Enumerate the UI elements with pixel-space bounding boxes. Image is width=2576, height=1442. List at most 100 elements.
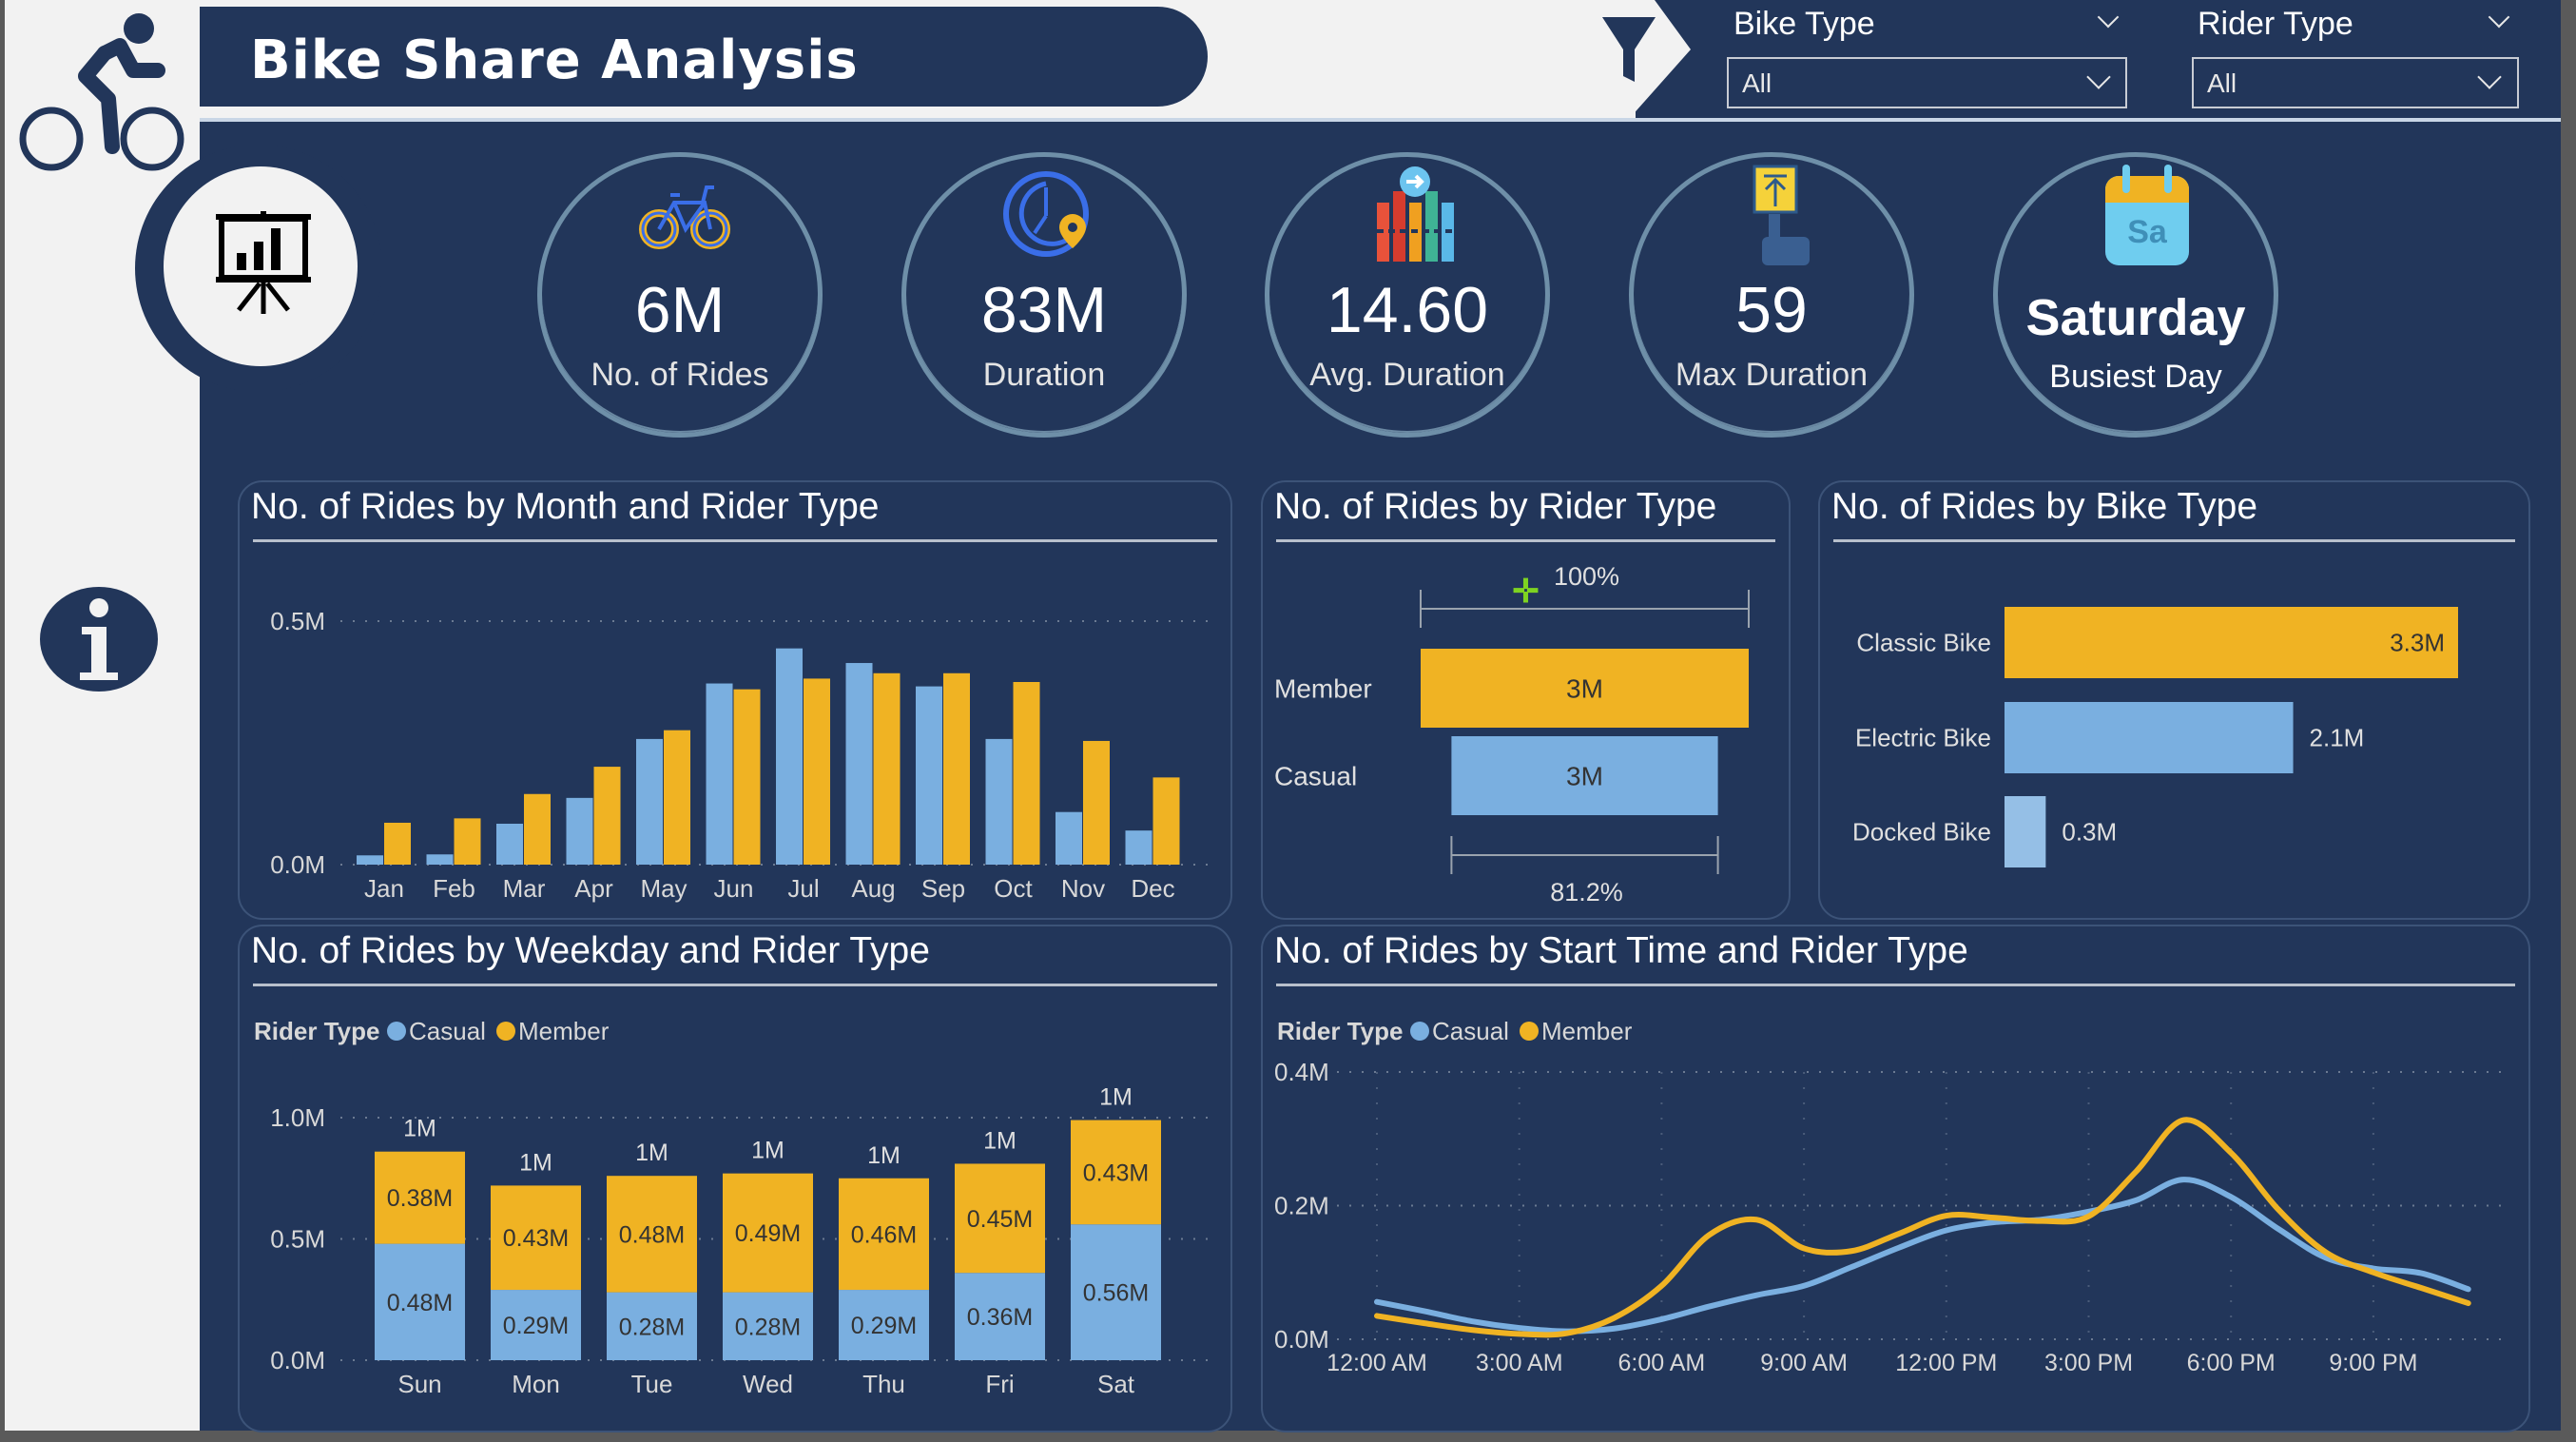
x-tick-label: Mon	[512, 1370, 560, 1398]
bar-chart-average-icon	[1377, 166, 1454, 262]
bar-member-mon	[491, 1185, 581, 1291]
funnel-bar-member	[1421, 649, 1749, 728]
bar-member-feb	[454, 818, 481, 865]
bar-casual-dec	[1125, 830, 1152, 865]
bar-casual-oct	[985, 738, 1013, 865]
rides-by-bike-type-panel: No. of Rides by Bike Type Classic Bike 3.…	[1818, 480, 2530, 920]
kpi-label: Max Duration	[1675, 357, 1869, 393]
data-label: 0.48M	[619, 1221, 685, 1248]
bar-member-sep	[943, 672, 970, 865]
rides-by-rider-type-panel: No. of Rides by Rider Type 3M Member 3M Cas…	[1261, 480, 1791, 920]
panel-title: No. of Rides by Month and Rider Type	[251, 486, 880, 527]
cyclist-logo-icon	[17, 8, 190, 177]
funnel-data-label: 3M	[1566, 762, 1603, 791]
page-title: Bike Share Analysis	[250, 29, 859, 91]
info-button[interactable]	[40, 587, 158, 692]
title-divider	[253, 984, 1217, 986]
data-label: 0.28M	[735, 1314, 801, 1340]
rider-type-dropdown[interactable]: All	[2192, 57, 2519, 108]
bar-casual-mon	[491, 1290, 581, 1360]
data-label: 0.36M	[967, 1304, 1033, 1331]
data-label: 0.38M	[387, 1185, 453, 1212]
chevron-down-icon	[2086, 65, 2111, 89]
rides-by-weekday-panel: No. of Rides by Weekday and Rider Type R…	[238, 925, 1232, 1432]
bar-member-may	[664, 730, 690, 865]
weekday-chart: Rider Type Casual Member 0.0M 0.5M 1.0M 0.48M 0…	[254, 1017, 1210, 1398]
filter-icon[interactable]	[1602, 17, 1656, 84]
kpi-duration: 83M Duration	[901, 152, 1187, 438]
presentation-chart-icon	[216, 211, 311, 314]
legend-label-casual: Casual	[409, 1017, 486, 1045]
data-label: 3.3M	[2390, 629, 2445, 657]
x-tick-label: Wed	[743, 1370, 793, 1398]
data-label: 2.1M	[2310, 724, 2365, 752]
kpi-no-of-rides: 6M No. of Rides	[537, 152, 823, 438]
move-cursor-icon: ✛	[1512, 574, 1540, 610]
y-tick-label: 0.5M	[270, 607, 325, 635]
kpi-value: 59	[1735, 274, 1808, 346]
y-tick-label: 1.0M	[270, 1103, 325, 1132]
legend-label-member: Member	[518, 1017, 610, 1045]
bike-type-dropdown[interactable]: All	[1727, 57, 2127, 108]
bar-member-oct	[1013, 682, 1040, 865]
chevron-down-icon	[2477, 65, 2502, 89]
filter-panel	[1636, 0, 2561, 118]
bike-type-chart: Classic Bike 3.3M Electric Bike 2.1M Docked …	[1852, 607, 2458, 867]
kpi-label: Busiest Day	[2049, 359, 2222, 395]
data-label: 0.43M	[1083, 1159, 1149, 1186]
bar-casual-jan	[357, 855, 383, 865]
bar-member-fri	[955, 1163, 1045, 1274]
title-divider	[1276, 984, 2515, 986]
category-label: Classic Bike	[1856, 629, 1991, 657]
total-label: 1M	[519, 1149, 552, 1176]
x-tick-label: Dec	[1131, 874, 1174, 903]
total-label: 1M	[635, 1140, 668, 1166]
bar-member-apr	[593, 767, 621, 865]
kpi-value: 6M	[634, 274, 726, 346]
funnel-bar-casual	[1451, 736, 1718, 815]
bar-casual-sep	[916, 686, 942, 865]
bar-casual-tue	[607, 1292, 697, 1360]
bar-member-jun	[733, 689, 761, 865]
svg-text:Sa: Sa	[2127, 214, 2168, 250]
line-member	[1374, 1117, 2471, 1338]
bar-docked-bike	[2005, 796, 2046, 867]
top-percent-label: 100%	[1554, 562, 1619, 591]
title-divider	[1276, 539, 1775, 542]
x-tick-label: Jun	[714, 874, 754, 903]
clock-location-icon	[1003, 171, 1089, 257]
kpi-label: No. of Rides	[591, 357, 769, 393]
kpi-label: Duration	[982, 357, 1106, 393]
title-divider	[253, 539, 1217, 542]
x-tick-label: Feb	[433, 874, 475, 903]
panel-title: No. of Rides by Start Time and Rider Typ…	[1274, 930, 1968, 971]
bar-electric-bike	[2005, 702, 2294, 773]
category-label: Electric Bike	[1855, 724, 1991, 752]
x-tick-label: Apr	[574, 874, 613, 903]
rider-type-funnel-chart: 3M Member 3M Casual 100% ✛ 81.2%	[1274, 562, 1750, 906]
x-tick-label: 6:00 PM	[2187, 1350, 2276, 1376]
kpi-label: Avg. Duration	[1309, 357, 1505, 393]
total-label: 1M	[867, 1142, 901, 1169]
bar-member-nov	[1083, 740, 1110, 865]
x-tick-label: Fri	[985, 1370, 1014, 1398]
bar-classic-bike	[2005, 607, 2458, 678]
presentation-nav-button[interactable]	[135, 145, 382, 392]
bar-casual-may	[636, 738, 663, 865]
bar-casual-jun	[706, 683, 733, 865]
bar-casual-sun	[375, 1243, 465, 1360]
bar-casual-sat	[1071, 1224, 1161, 1360]
x-tick-label: May	[640, 874, 687, 903]
rides-by-start-time-panel: No. of Rides by Start Time and Rider Typ…	[1261, 925, 2530, 1432]
legend-marker-member	[1520, 1022, 1539, 1041]
title-divider	[1833, 539, 2515, 542]
x-tick-label: 12:00 PM	[1895, 1350, 1997, 1376]
kpi-busiest-day: Sa Saturday Busiest Day	[1993, 152, 2278, 438]
bar-member-sun	[375, 1151, 465, 1244]
bar-member-wed	[723, 1173, 813, 1293]
line-casual	[1374, 1177, 2471, 1335]
bar-casual-thu	[839, 1290, 929, 1360]
bar-member-thu	[839, 1178, 929, 1291]
bar-member-tue	[607, 1176, 697, 1293]
bicycle-icon	[639, 185, 730, 249]
